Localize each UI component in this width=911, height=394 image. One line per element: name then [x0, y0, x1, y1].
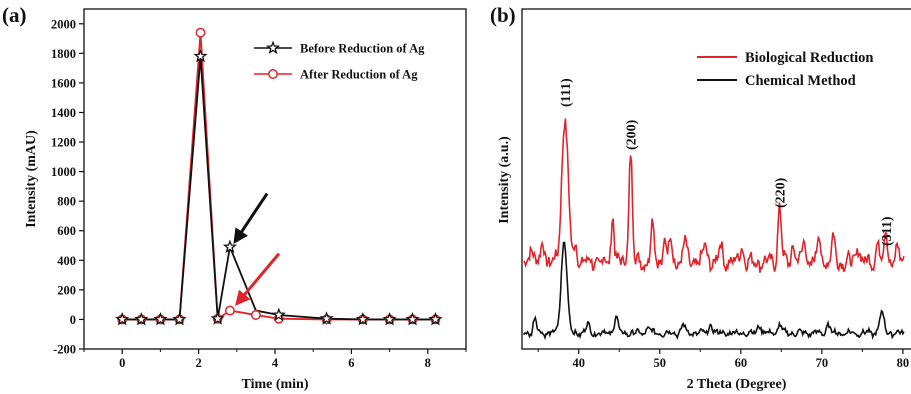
data-point-0: [210, 311, 225, 325]
data-point-0: [271, 307, 286, 321]
legend-item-biological: Biological Reduction: [697, 50, 874, 66]
x-tick-label: 50: [654, 356, 667, 370]
series-a: [115, 27, 443, 326]
data-point-0: [172, 312, 187, 326]
legend-item-before: Before Reduction of Ag: [254, 40, 425, 56]
chromatogram-chart: (a) -200 0 200 400 600 800 1000 1200 1400 1600 180…: [2, 3, 467, 392]
black-arrow: [233, 192, 269, 245]
y-axis-title-a: Intensity (mAU): [24, 130, 39, 228]
y-tick-label: 1800: [51, 47, 76, 61]
legend-item-after: After Reduction of Ag: [254, 68, 418, 82]
x-axis-title-b: 2 Theta (Degree): [687, 377, 787, 392]
legend-marker-before: [265, 40, 281, 54]
x-axis-a: 0 2 4 6 8: [83, 349, 467, 370]
y-tick-label: 200: [57, 283, 76, 297]
y-tick-label: -200: [53, 343, 76, 357]
y-axis-title-b: Intensity (a.u.): [497, 136, 512, 224]
peak-label: (200): [625, 119, 640, 150]
legend-marker-after: [268, 69, 278, 79]
data-point-0: [134, 312, 149, 326]
legend-label-after: After Reduction of Ag: [300, 68, 418, 82]
x-axis-b: 40 50 60 70 80: [537, 349, 910, 370]
data-point-0: [222, 239, 237, 253]
data-point-0: [319, 311, 334, 325]
x-tick-label: 8: [425, 356, 431, 370]
panel-label-b: (b): [490, 3, 516, 27]
legend-label-chemical: Chemical Method: [745, 73, 856, 89]
x-tick-label: 40: [572, 356, 585, 370]
red-arrow: [235, 252, 281, 306]
data-point-1: [250, 310, 261, 320]
data-point-0: [355, 312, 370, 326]
xrd-chart: (b) 40 50 60 70 80 (111) (200) (220) (311) 2 Th…: [490, 3, 911, 392]
data-point-1: [224, 305, 235, 316]
x-tick-label: 80: [897, 356, 910, 370]
y-axis-a: -200 0 200 400 600 800 1000 1200 1400 1600 1800 200…: [51, 17, 84, 357]
legend-label-before: Before Reduction of Ag: [300, 42, 425, 56]
y-tick-label: 1200: [51, 136, 76, 150]
y-tick-label: 0: [70, 313, 76, 327]
series-b: [522, 118, 905, 341]
y-tick-label: 1000: [51, 165, 76, 179]
data-point-0: [382, 312, 397, 326]
annotations-a: [233, 192, 281, 306]
legend-item-chemical: Chemical Method: [697, 73, 856, 89]
legend-b: Biological Reduction Chemical Method: [697, 50, 874, 89]
data-point-0: [428, 312, 443, 326]
y-tick-label: 2000: [51, 17, 76, 31]
data-point-0: [193, 48, 208, 63]
y-tick-label: 600: [57, 224, 76, 238]
y-tick-label: 1400: [51, 106, 76, 120]
series-line-0: [122, 55, 436, 321]
series-chemical: [522, 241, 905, 341]
plot-frame-a: [83, 8, 467, 350]
x-tick-label: 60: [735, 356, 748, 370]
data-point-0: [153, 312, 168, 326]
peak-label: (311): [880, 216, 895, 246]
y-tick-label: 1600: [51, 76, 76, 90]
y-tick-label: 800: [57, 195, 76, 209]
plot-frame-b: [521, 8, 911, 350]
panel-label-a: (a): [2, 3, 27, 27]
x-axis-title-a: Time (min): [241, 377, 308, 392]
x-tick-label: 0: [119, 356, 125, 370]
data-point-1: [195, 27, 206, 38]
peak-label: (220): [774, 177, 789, 208]
peak-labels: (111) (200) (220) (311): [559, 78, 895, 246]
x-tick-label: 4: [272, 356, 279, 370]
legend-label-biological: Biological Reduction: [745, 50, 874, 66]
data-point-0: [115, 312, 130, 326]
x-tick-label: 6: [348, 356, 354, 370]
y-tick-label: 400: [57, 254, 76, 268]
legend-a: Before Reduction of Ag After Reduction o…: [254, 40, 425, 82]
series-biological: [523, 118, 905, 273]
peak-label: (111): [559, 78, 574, 107]
x-tick-label: 2: [195, 356, 201, 370]
data-point-0: [405, 312, 420, 326]
x-tick-label: 70: [816, 356, 829, 370]
